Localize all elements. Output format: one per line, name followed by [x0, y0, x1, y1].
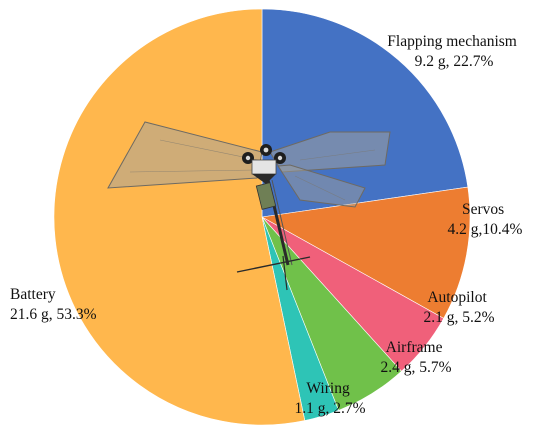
pie-slice-battery: [53, 8, 306, 426]
label-battery: Battery 21.6 g, 53.3%: [10, 286, 97, 323]
pie-slice-servos: [261, 186, 471, 319]
label-airframe: Airframe 2.4 g, 5.7%: [380, 339, 451, 376]
label-wiring: Wiring 1.1 g, 2.7%: [294, 380, 365, 417]
slice-labels: Flapping mechanism 9.2 g, 22.7% Servos 4…: [10, 33, 523, 417]
drone-illustration: [107, 121, 391, 291]
label-flapping-mechanism: Flapping mechanism 9.2 g, 22.7%: [387, 33, 520, 70]
label-servos: Servos 4.2 g,10.4%: [448, 201, 523, 238]
label-autopilot: Autopilot 2.1 g, 5.2%: [423, 289, 494, 326]
pie-slices: [53, 8, 471, 426]
